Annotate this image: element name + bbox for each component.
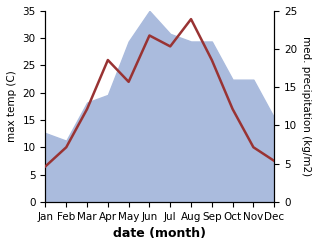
Y-axis label: med. precipitation (kg/m2): med. precipitation (kg/m2)	[301, 36, 311, 176]
Y-axis label: max temp (C): max temp (C)	[7, 70, 17, 142]
X-axis label: date (month): date (month)	[113, 227, 206, 240]
